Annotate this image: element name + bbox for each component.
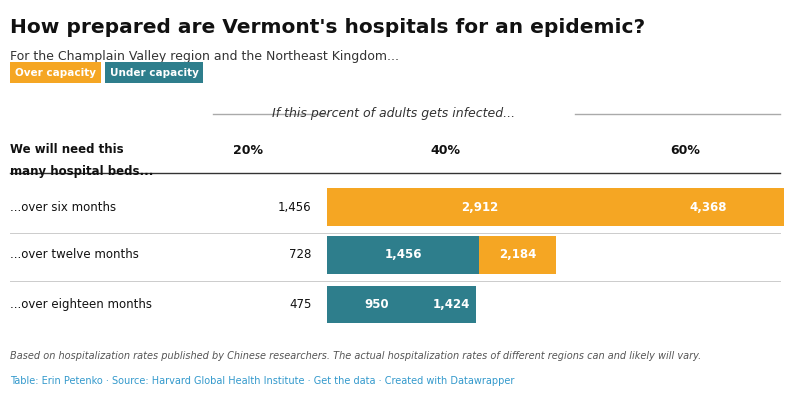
- Text: ...over six months: ...over six months: [10, 201, 117, 214]
- Text: How prepared are Vermont's hospitals for an epidemic?: How prepared are Vermont's hospitals for…: [10, 18, 645, 37]
- Text: Under capacity: Under capacity: [110, 67, 199, 78]
- Text: Based on hospitalization rates published by Chinese researchers. The actual hosp: Based on hospitalization rates published…: [10, 351, 701, 361]
- Text: We will need this: We will need this: [10, 143, 124, 156]
- Text: 475: 475: [289, 298, 311, 311]
- FancyBboxPatch shape: [327, 236, 556, 274]
- Text: ...over eighteen months: ...over eighteen months: [10, 298, 152, 311]
- FancyBboxPatch shape: [10, 62, 101, 83]
- Text: 60%: 60%: [671, 145, 701, 157]
- Text: 2,184: 2,184: [499, 249, 536, 261]
- Text: 950: 950: [364, 298, 389, 311]
- Text: Table: Erin Petenko · Source: Harvard Global Health Institute · Get the data · C: Table: Erin Petenko · Source: Harvard Gl…: [10, 376, 515, 386]
- Text: 728: 728: [289, 249, 311, 261]
- Text: 1,456: 1,456: [277, 201, 311, 214]
- FancyBboxPatch shape: [327, 189, 784, 226]
- Text: 1,424: 1,424: [433, 298, 470, 311]
- Text: For the Champlain Valley region and the Northeast Kingdom...: For the Champlain Valley region and the …: [10, 50, 400, 63]
- Text: ...over twelve months: ...over twelve months: [10, 249, 139, 261]
- FancyBboxPatch shape: [105, 62, 203, 83]
- Text: 2,912: 2,912: [461, 201, 498, 214]
- Text: 1,456: 1,456: [385, 249, 422, 261]
- Text: 40%: 40%: [430, 145, 460, 157]
- Text: 20%: 20%: [233, 145, 263, 157]
- Text: 4,368: 4,368: [690, 201, 727, 214]
- Text: many hospital beds...: many hospital beds...: [10, 165, 154, 178]
- FancyBboxPatch shape: [327, 286, 476, 323]
- FancyBboxPatch shape: [327, 236, 479, 274]
- Text: If this percent of adults gets infected...: If this percent of adults gets infected.…: [273, 108, 515, 120]
- Text: Over capacity: Over capacity: [15, 67, 96, 78]
